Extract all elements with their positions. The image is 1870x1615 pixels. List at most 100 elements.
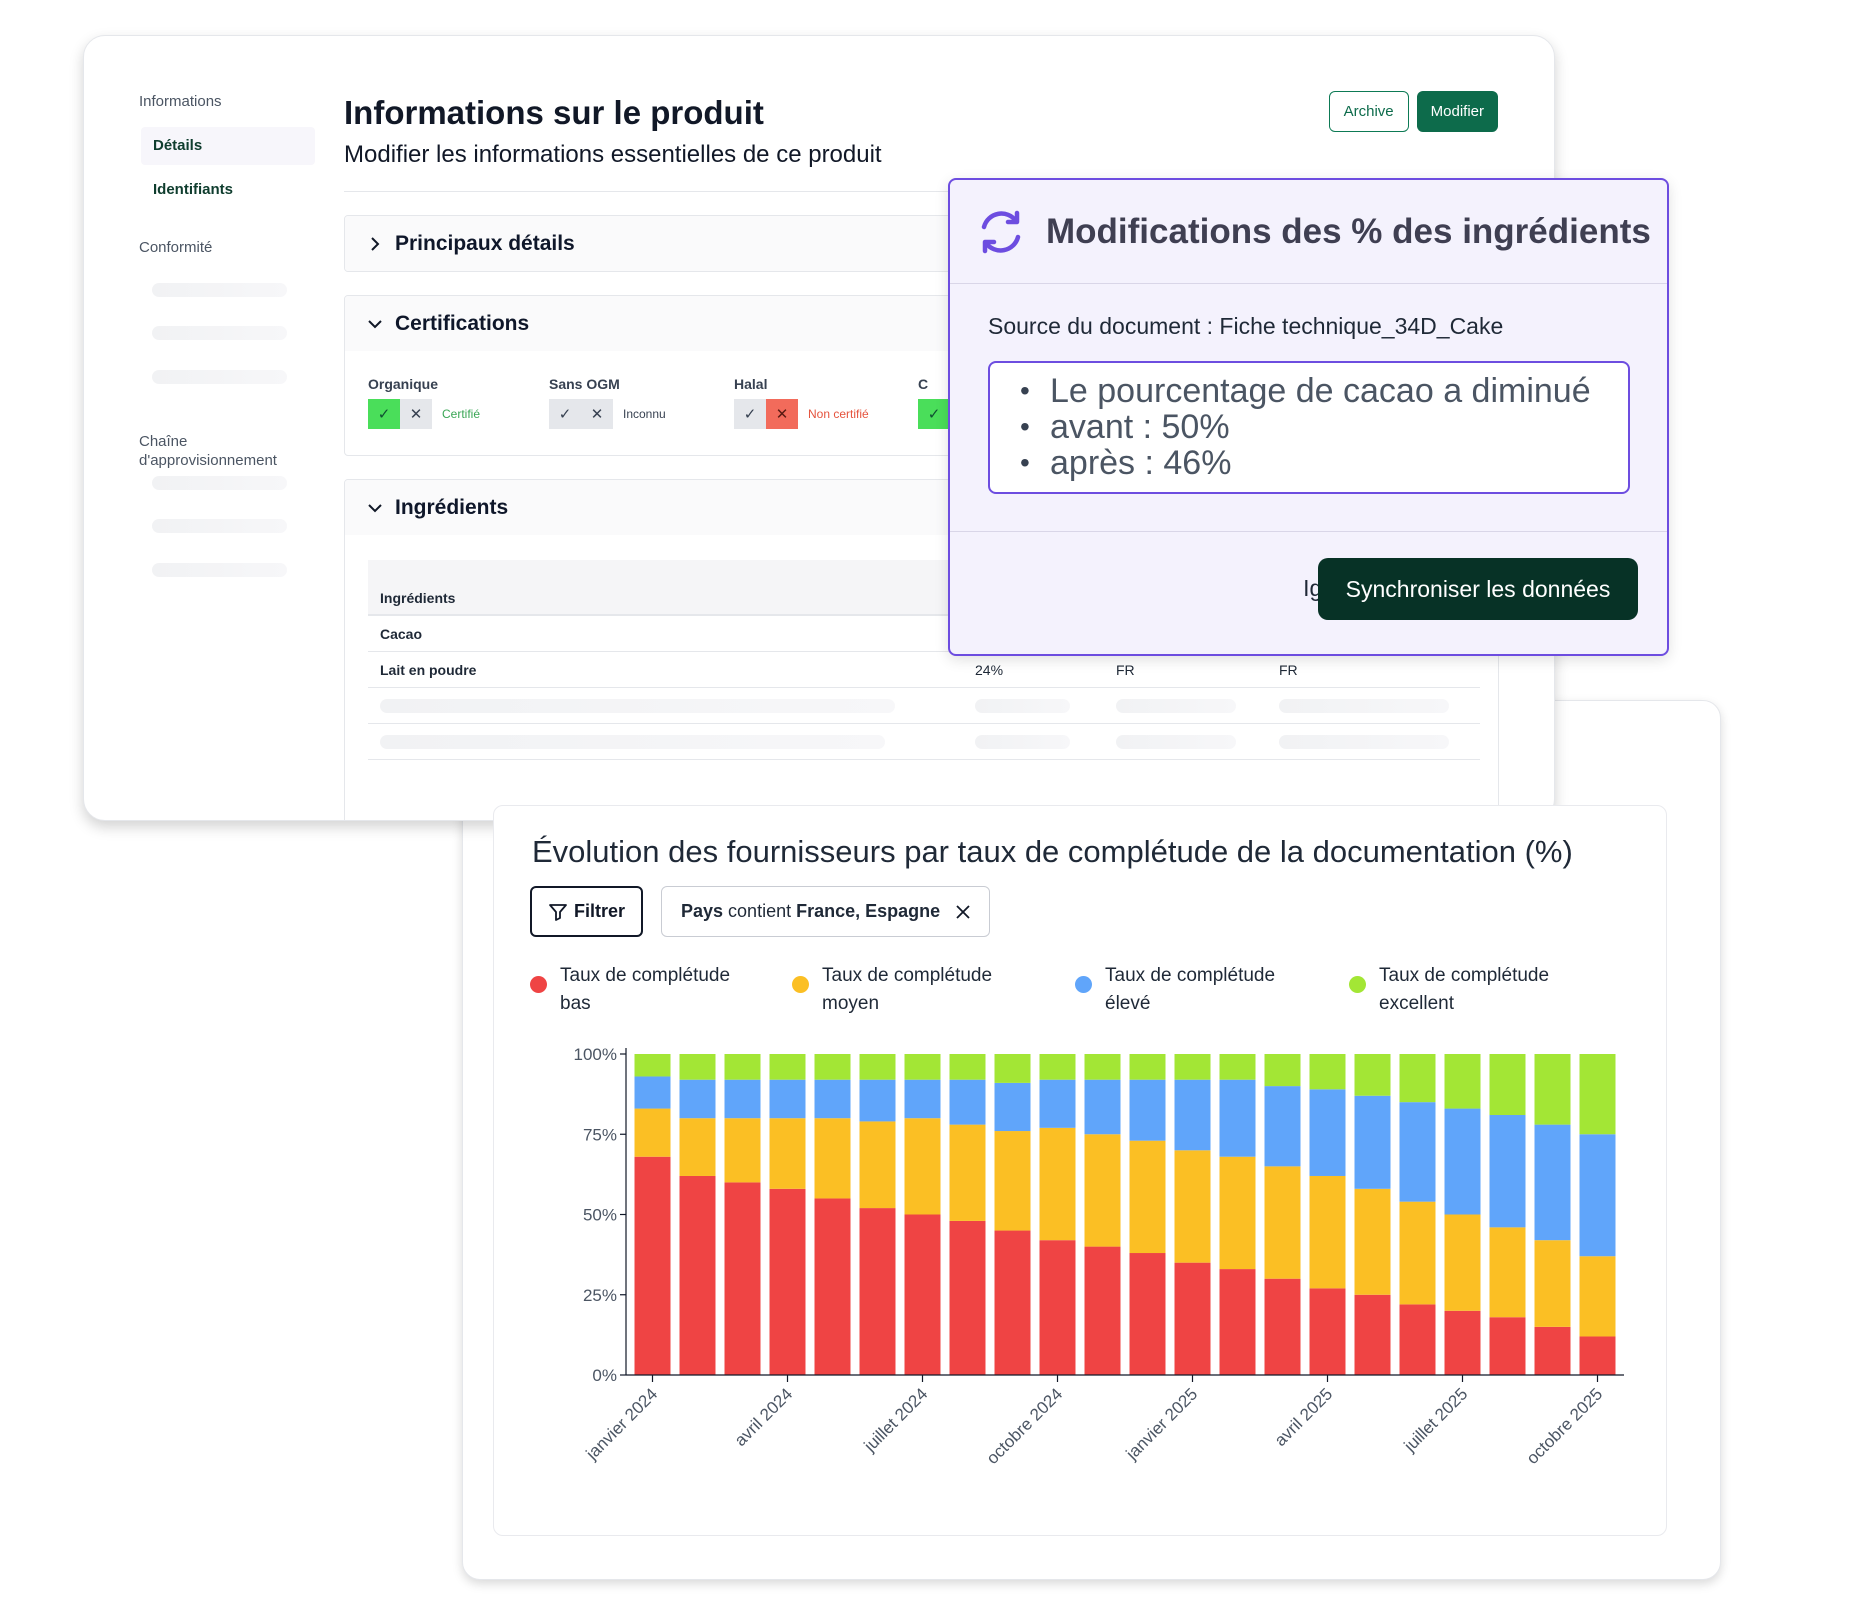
bar-segment: [1039, 1054, 1076, 1080]
table-row[interactable]: Cacao: [368, 616, 1480, 652]
bar-segment: [1219, 1156, 1256, 1270]
change-item: avant : 50%: [1020, 409, 1628, 445]
edit-button[interactable]: Modifier: [1416, 91, 1498, 132]
bar-segment: [1174, 1054, 1211, 1080]
bar-segment: [994, 1230, 1031, 1375]
legend-item: Taux de complétude bas: [530, 962, 750, 1018]
x-tick-label: janvier 2024: [582, 1384, 662, 1464]
check-icon[interactable]: ✓: [734, 399, 766, 429]
header-actions: Archive Modifier: [1328, 91, 1498, 132]
bar-segment: [1444, 1310, 1481, 1375]
bar-segment: [1489, 1054, 1526, 1115]
skeleton-line: [1116, 735, 1236, 749]
chevron-down-icon: [368, 319, 382, 328]
modal-title: Modifications des % des ingrédients: [1046, 211, 1651, 251]
legend-item: Taux de complétude moyen: [792, 962, 1012, 1018]
bar-segment: [859, 1208, 896, 1375]
bar-segment: [1309, 1175, 1346, 1289]
check-icon[interactable]: ✓: [549, 399, 581, 429]
table-row-placeholder: [368, 724, 1480, 760]
page-header: Informations sur le produit Modifier les…: [344, 91, 882, 173]
filter-icon: [549, 903, 567, 921]
bar-segment: [1579, 1054, 1616, 1135]
legend-swatch: [1349, 976, 1366, 993]
nav-item-identifiers[interactable]: Identifiants: [153, 181, 234, 198]
change-item: Le pourcentage de cacao a diminué: [1020, 373, 1628, 409]
bar-segment: [1354, 1188, 1391, 1295]
cross-icon[interactable]: ✕: [581, 399, 613, 429]
bar-segment: [1174, 1262, 1211, 1375]
bar-segment: [1039, 1240, 1076, 1375]
nav-section-supply-chain: Chaîne d'approvisionnement: [139, 433, 277, 469]
bar-segment: [1084, 1246, 1121, 1375]
legend-item: Taux de complétude élevé: [1075, 962, 1295, 1018]
changes-list: Le pourcentage de cacao a diminué avant …: [988, 361, 1630, 494]
bar-segment: [1219, 1079, 1256, 1157]
bar-segment: [769, 1054, 806, 1080]
skeleton-line: [152, 476, 287, 490]
bar-segment: [814, 1054, 851, 1080]
nav-section-compliance: Conformité: [139, 239, 213, 256]
ingredient-origin: FR: [1116, 662, 1135, 678]
bar-segment: [1084, 1054, 1121, 1080]
cert-name: Halal: [734, 376, 768, 392]
bar-segment: [994, 1054, 1031, 1083]
bar-segment: [1399, 1102, 1436, 1202]
bar-segment: [1129, 1253, 1166, 1375]
bar-segment: [1309, 1089, 1346, 1176]
skeleton-line: [152, 283, 287, 297]
bar-segment: [679, 1054, 716, 1080]
bar-segment: [1579, 1336, 1616, 1375]
bar-segment: [949, 1054, 986, 1080]
change-item: après : 46%: [1020, 445, 1628, 481]
page-title: Informations sur le produit: [344, 94, 764, 131]
nav-section-informations: Informations: [139, 93, 222, 110]
bar-segment: [769, 1079, 806, 1119]
legend-swatch: [792, 976, 809, 993]
bar-segment: [634, 1156, 671, 1375]
section-certifications-label: Certifications: [395, 311, 530, 335]
legend-label: Taux de complétude moyen: [822, 965, 993, 1014]
filter-chip[interactable]: Pays contient France, Espagne: [661, 886, 990, 937]
bar-segment: [1534, 1054, 1571, 1125]
bar-segment: [1444, 1054, 1481, 1109]
bar-segment: [994, 1131, 1031, 1231]
close-icon[interactable]: [954, 903, 972, 921]
skeleton-line: [1279, 735, 1449, 749]
archive-button[interactable]: Archive: [1328, 91, 1409, 132]
sync-icon: [981, 210, 1021, 253]
y-tick-label: 0%: [592, 1366, 617, 1385]
sync-data-button[interactable]: Synchroniser les données: [1318, 558, 1638, 620]
bar-segment: [1354, 1294, 1391, 1375]
skeleton-line: [152, 326, 287, 340]
y-tick-label: 100%: [574, 1045, 617, 1064]
check-icon[interactable]: ✓: [368, 399, 400, 429]
chart-title: Évolution des fournisseurs par taux de c…: [532, 834, 1573, 869]
cert-partial: C ✓: [918, 376, 950, 429]
sidebar: Informations Détails Identifiants Confor…: [84, 36, 404, 820]
cert-sans-ogm: Sans OGM ✓ ✕ Inconnu: [549, 376, 666, 429]
bar-segment: [724, 1182, 761, 1375]
skeleton-line: [152, 519, 287, 533]
filter-label: Filtrer: [573, 901, 625, 921]
bar-segment: [904, 1079, 941, 1119]
bar-segment: [1084, 1079, 1121, 1135]
bar-segment: [904, 1118, 941, 1215]
cross-icon[interactable]: ✕: [400, 399, 432, 429]
x-tick-label: janvier 2025: [1122, 1384, 1202, 1464]
bar-segment: [1444, 1214, 1481, 1311]
check-icon[interactable]: ✓: [918, 399, 950, 429]
bar-segment: [1534, 1326, 1571, 1375]
cross-icon[interactable]: ✕: [766, 399, 798, 429]
table-row[interactable]: Lait en poudre 24% FR FR: [368, 652, 1480, 688]
bar-segment: [679, 1175, 716, 1375]
bar-segment: [1579, 1256, 1616, 1337]
x-tick-label: octobre 2024: [983, 1384, 1067, 1468]
chevron-right-icon: [371, 236, 380, 251]
nav-item-details[interactable]: Détails: [141, 127, 315, 165]
bar-segment: [679, 1079, 716, 1119]
ingredient-percent: 24%: [975, 662, 1004, 678]
chart-panel: Évolution des fournisseurs par taux de c…: [493, 805, 1667, 1536]
bar-segment: [1129, 1079, 1166, 1141]
filter-button[interactable]: Filtrer: [530, 886, 643, 937]
